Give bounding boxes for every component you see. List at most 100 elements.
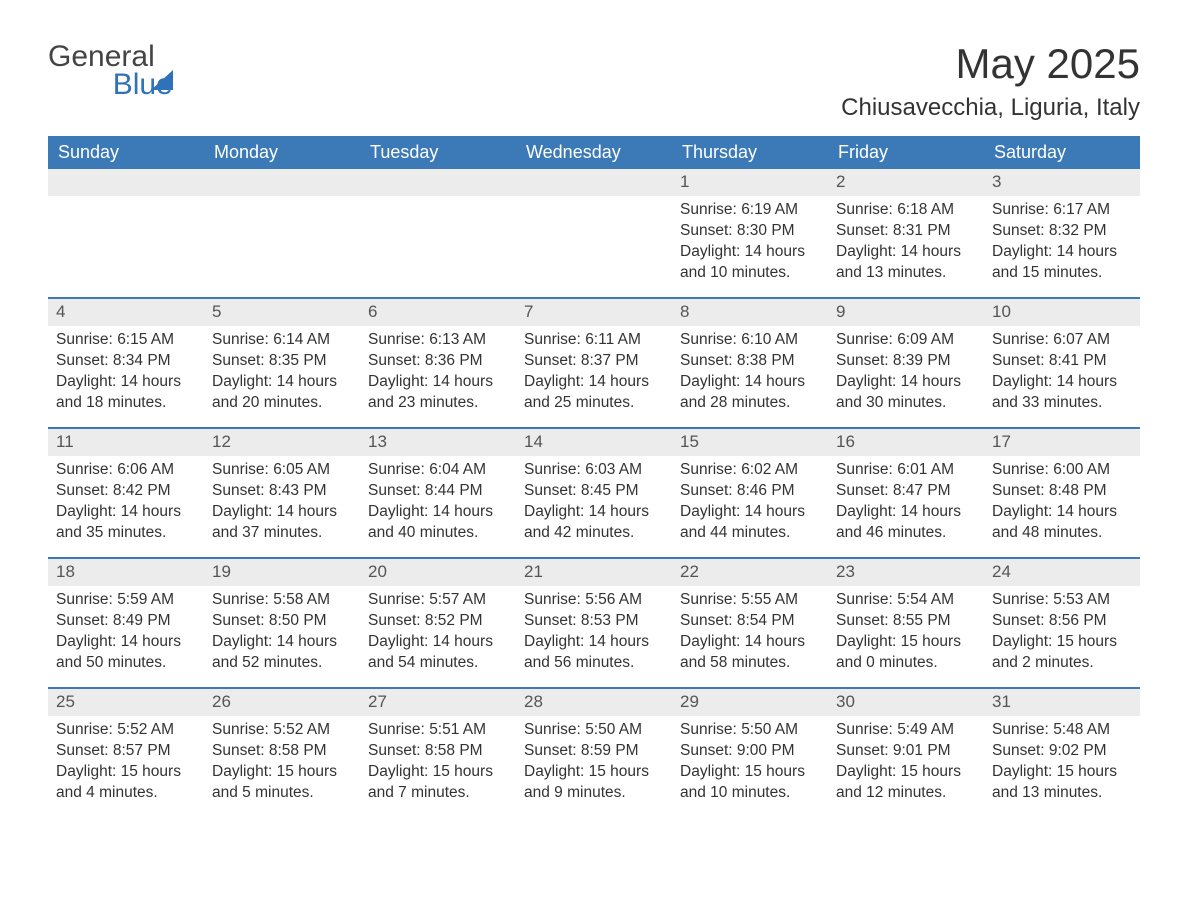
daylight-label: Daylight: bbox=[524, 373, 584, 390]
day-cell: 24Sunrise: 5:53 AMSunset: 8:56 PMDayligh… bbox=[984, 559, 1140, 687]
daylight-label: Daylight: bbox=[992, 373, 1052, 390]
sunrise-label: Sunrise: bbox=[56, 331, 113, 348]
sunrise-line: Sunrise: 6:13 AM bbox=[368, 330, 508, 351]
sunrise-value: 6:04 AM bbox=[429, 461, 486, 478]
day-body: Sunrise: 6:07 AMSunset: 8:41 PMDaylight:… bbox=[984, 326, 1140, 424]
day-body: Sunrise: 5:49 AMSunset: 9:01 PMDaylight:… bbox=[828, 716, 984, 814]
sunset-label: Sunset: bbox=[212, 352, 265, 369]
day-number bbox=[204, 169, 360, 196]
daylight-label: Daylight: bbox=[992, 763, 1052, 780]
sunrise-label: Sunrise: bbox=[524, 461, 581, 478]
day-number: 17 bbox=[984, 429, 1140, 456]
sunset-line: Sunset: 8:45 PM bbox=[524, 481, 664, 502]
sunrise-line: Sunrise: 6:00 AM bbox=[992, 460, 1132, 481]
daylight-line: Daylight: 14 hours and 56 minutes. bbox=[524, 632, 664, 674]
page-subtitle: Chiusavecchia, Liguria, Italy bbox=[841, 94, 1140, 122]
sunset-line: Sunset: 8:58 PM bbox=[368, 741, 508, 762]
day-body: Sunrise: 6:02 AMSunset: 8:46 PMDaylight:… bbox=[672, 456, 828, 554]
day-number: 23 bbox=[828, 559, 984, 586]
sunset-value: 8:39 PM bbox=[893, 352, 951, 369]
sunset-label: Sunset: bbox=[524, 352, 577, 369]
sunset-label: Sunset: bbox=[368, 612, 421, 629]
sunset-label: Sunset: bbox=[992, 612, 1045, 629]
sunset-line: Sunset: 8:53 PM bbox=[524, 611, 664, 632]
week-row: 1Sunrise: 6:19 AMSunset: 8:30 PMDaylight… bbox=[48, 169, 1140, 297]
day-number: 19 bbox=[204, 559, 360, 586]
day-cell: 27Sunrise: 5:51 AMSunset: 8:58 PMDayligh… bbox=[360, 689, 516, 817]
sunrise-label: Sunrise: bbox=[680, 331, 737, 348]
sunrise-line: Sunrise: 6:05 AM bbox=[212, 460, 352, 481]
day-body: Sunrise: 6:14 AMSunset: 8:35 PMDaylight:… bbox=[204, 326, 360, 424]
sunrise-line: Sunrise: 6:17 AM bbox=[992, 200, 1132, 221]
sunrise-line: Sunrise: 5:50 AM bbox=[680, 720, 820, 741]
day-number bbox=[48, 169, 204, 196]
day-body: Sunrise: 6:10 AMSunset: 8:38 PMDaylight:… bbox=[672, 326, 828, 424]
sunrise-value: 6:10 AM bbox=[741, 331, 798, 348]
sunset-value: 8:31 PM bbox=[893, 222, 951, 239]
day-cell: 5Sunrise: 6:14 AMSunset: 8:35 PMDaylight… bbox=[204, 299, 360, 427]
day-number: 29 bbox=[672, 689, 828, 716]
sunset-line: Sunset: 8:49 PM bbox=[56, 611, 196, 632]
daylight-line: Daylight: 14 hours and 20 minutes. bbox=[212, 372, 352, 414]
daylight-line: Daylight: 15 hours and 5 minutes. bbox=[212, 762, 352, 804]
day-cell: 15Sunrise: 6:02 AMSunset: 8:46 PMDayligh… bbox=[672, 429, 828, 557]
daylight-line: Daylight: 14 hours and 18 minutes. bbox=[56, 372, 196, 414]
day-cell: 25Sunrise: 5:52 AMSunset: 8:57 PMDayligh… bbox=[48, 689, 204, 817]
sunrise-value: 5:52 AM bbox=[273, 721, 330, 738]
sunrise-line: Sunrise: 6:14 AM bbox=[212, 330, 352, 351]
sunrise-label: Sunrise: bbox=[56, 721, 113, 738]
sunset-label: Sunset: bbox=[680, 222, 733, 239]
day-cell: 8Sunrise: 6:10 AMSunset: 8:38 PMDaylight… bbox=[672, 299, 828, 427]
sunset-label: Sunset: bbox=[56, 742, 109, 759]
day-body: Sunrise: 6:05 AMSunset: 8:43 PMDaylight:… bbox=[204, 456, 360, 554]
sunset-label: Sunset: bbox=[212, 742, 265, 759]
day-cell: 17Sunrise: 6:00 AMSunset: 8:48 PMDayligh… bbox=[984, 429, 1140, 557]
sunrise-label: Sunrise: bbox=[56, 591, 113, 608]
day-body: Sunrise: 6:03 AMSunset: 8:45 PMDaylight:… bbox=[516, 456, 672, 554]
day-body: Sunrise: 5:59 AMSunset: 8:49 PMDaylight:… bbox=[48, 586, 204, 684]
day-body: Sunrise: 5:55 AMSunset: 8:54 PMDaylight:… bbox=[672, 586, 828, 684]
sunrise-label: Sunrise: bbox=[524, 721, 581, 738]
sunrise-value: 5:49 AM bbox=[897, 721, 954, 738]
day-body: Sunrise: 6:15 AMSunset: 8:34 PMDaylight:… bbox=[48, 326, 204, 424]
daylight-label: Daylight: bbox=[836, 373, 896, 390]
day-number: 7 bbox=[516, 299, 672, 326]
sunrise-label: Sunrise: bbox=[212, 721, 269, 738]
sunset-value: 9:00 PM bbox=[737, 742, 795, 759]
sunrise-label: Sunrise: bbox=[992, 721, 1049, 738]
sunrise-label: Sunrise: bbox=[680, 721, 737, 738]
sunrise-label: Sunrise: bbox=[680, 201, 737, 218]
day-cell: 29Sunrise: 5:50 AMSunset: 9:00 PMDayligh… bbox=[672, 689, 828, 817]
daylight-label: Daylight: bbox=[524, 633, 584, 650]
week-row: 4Sunrise: 6:15 AMSunset: 8:34 PMDaylight… bbox=[48, 297, 1140, 427]
day-body: Sunrise: 5:54 AMSunset: 8:55 PMDaylight:… bbox=[828, 586, 984, 684]
sunrise-line: Sunrise: 6:15 AM bbox=[56, 330, 196, 351]
sunrise-value: 6:09 AM bbox=[897, 331, 954, 348]
sunset-value: 8:42 PM bbox=[113, 482, 171, 499]
day-number: 6 bbox=[360, 299, 516, 326]
sunset-line: Sunset: 8:50 PM bbox=[212, 611, 352, 632]
sunrise-value: 6:05 AM bbox=[273, 461, 330, 478]
day-body: Sunrise: 5:52 AMSunset: 8:57 PMDaylight:… bbox=[48, 716, 204, 814]
day-body: Sunrise: 6:04 AMSunset: 8:44 PMDaylight:… bbox=[360, 456, 516, 554]
daylight-label: Daylight: bbox=[212, 373, 272, 390]
sunset-value: 8:58 PM bbox=[269, 742, 327, 759]
daylight-label: Daylight: bbox=[836, 763, 896, 780]
day-cell: 22Sunrise: 5:55 AMSunset: 8:54 PMDayligh… bbox=[672, 559, 828, 687]
day-body: Sunrise: 6:09 AMSunset: 8:39 PMDaylight:… bbox=[828, 326, 984, 424]
daylight-line: Daylight: 14 hours and 42 minutes. bbox=[524, 502, 664, 544]
day-number: 9 bbox=[828, 299, 984, 326]
day-cell bbox=[516, 169, 672, 297]
daylight-line: Daylight: 14 hours and 40 minutes. bbox=[368, 502, 508, 544]
sunset-line: Sunset: 8:34 PM bbox=[56, 351, 196, 372]
dow-cell: Tuesday bbox=[360, 136, 516, 169]
daylight-label: Daylight: bbox=[836, 243, 896, 260]
sunset-label: Sunset: bbox=[212, 482, 265, 499]
day-cell: 9Sunrise: 6:09 AMSunset: 8:39 PMDaylight… bbox=[828, 299, 984, 427]
day-body: Sunrise: 6:11 AMSunset: 8:37 PMDaylight:… bbox=[516, 326, 672, 424]
daylight-line: Daylight: 14 hours and 13 minutes. bbox=[836, 242, 976, 284]
sunrise-line: Sunrise: 5:56 AM bbox=[524, 590, 664, 611]
sunrise-value: 5:54 AM bbox=[897, 591, 954, 608]
daylight-line: Daylight: 14 hours and 50 minutes. bbox=[56, 632, 196, 674]
dow-cell: Thursday bbox=[672, 136, 828, 169]
